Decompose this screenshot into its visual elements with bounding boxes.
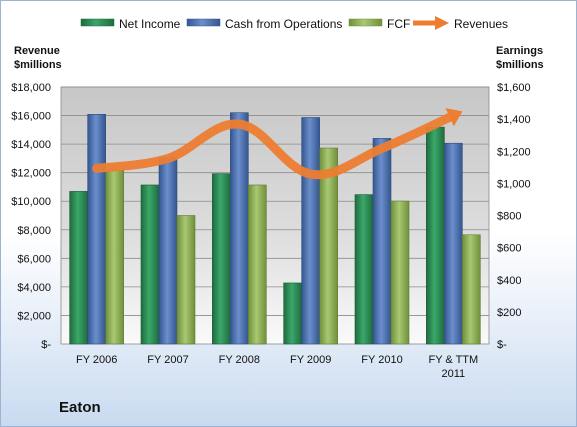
legend-cash-swatch — [186, 18, 221, 27]
bar-cash-from-operations — [230, 112, 249, 345]
left-axis-ticks: $- $2,000 $4,000 $6,000 $8,000 $10,000 $12,000… — [11, 82, 51, 351]
bar-net-income — [426, 126, 445, 345]
gridlines — [61, 86, 489, 316]
x-tick-label: FY 2010 — [361, 354, 402, 366]
left-tick-label: $6,000 — [17, 253, 51, 265]
revenue-arrowhead — [445, 108, 463, 127]
bar-net-income — [354, 194, 374, 345]
x-tick-label: FY 2008 — [219, 354, 260, 366]
bar-cash-from-operations — [158, 157, 178, 345]
x-axis-labels: FY 2006 FY 2007 FY 2008 FY 2009 FY 2010 FY & … — [76, 354, 478, 380]
x-tick-label: FY & TTM 2011 — [428, 354, 478, 380]
x-tick-label: FY 2009 — [290, 354, 331, 366]
bar-cash-from-operations — [87, 114, 106, 345]
bar-fcf — [319, 147, 338, 345]
left-tick-label: $18,000 — [11, 82, 51, 94]
bar-net-income — [283, 282, 302, 345]
right-axis-ticks: $- $200 $400 $600 $800 $1,000 $1,200 $1,400 $1,6… — [497, 82, 531, 351]
company-name: Eaton — [59, 399, 101, 416]
legend: Net Income Cash from Operations FCF Reve… — [80, 16, 508, 31]
left-tick-label: $4,000 — [17, 282, 51, 294]
legend-cash-label: Cash from Operations — [225, 17, 342, 31]
right-axis-title-line1: Earnings — [496, 45, 543, 57]
x-tick-label: FY 2006 — [76, 354, 117, 366]
left-tick-label: $- — [41, 339, 51, 351]
left-tick-label: $14,000 — [11, 139, 51, 151]
left-tick-label: $2,000 — [17, 310, 51, 322]
right-tick-label: $1,600 — [497, 82, 531, 94]
bar-cash-from-operations — [444, 142, 463, 345]
right-axis-title-line2: $millions — [496, 59, 544, 71]
legend-net-income-label: Net Income — [119, 17, 181, 31]
left-tick-label: $12,000 — [11, 168, 51, 180]
legend-fcf-swatch — [348, 18, 383, 27]
bar-fcf — [462, 234, 481, 345]
bar-fcf — [248, 184, 267, 345]
revenue-line-group — [92, 108, 463, 180]
right-tick-label: $1,000 — [497, 178, 531, 190]
bar-net-income — [212, 173, 231, 345]
left-tick-label: $16,000 — [11, 111, 51, 123]
left-axis-title-line1: Revenue — [14, 45, 60, 57]
x-tick-label: FY 2007 — [147, 354, 188, 366]
left-axis-title-line2: $millions — [14, 59, 62, 71]
legend-revenues-swatch — [413, 16, 449, 30]
right-tick-label: $400 — [497, 275, 521, 287]
revenue-line — [92, 111, 458, 180]
bar-net-income — [69, 191, 88, 345]
right-tick-label: $1,200 — [497, 146, 531, 158]
bar-fcf — [105, 170, 124, 345]
left-tick-label: $10,000 — [11, 196, 51, 208]
bar-net-income — [140, 184, 160, 345]
bar-fcf — [390, 200, 410, 345]
legend-fcf-label: FCF — [387, 17, 410, 31]
right-tick-label: $- — [497, 339, 507, 351]
bar-fcf — [176, 215, 196, 345]
left-tick-label: $8,000 — [17, 225, 51, 237]
right-tick-label: $800 — [497, 211, 521, 223]
legend-revenues-label: Revenues — [454, 17, 508, 31]
right-tick-label: $1,400 — [497, 114, 531, 126]
right-tick-label: $200 — [497, 307, 521, 319]
bar-cash-from-operations — [372, 138, 392, 345]
legend-net-income-swatch — [80, 18, 115, 27]
right-tick-label: $600 — [497, 243, 521, 255]
bar-cash-from-operations — [301, 117, 320, 345]
